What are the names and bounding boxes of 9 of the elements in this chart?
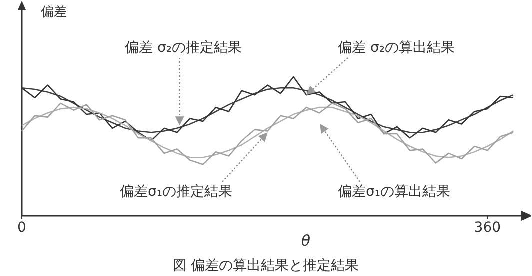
y-axis-title: 偏差: [41, 5, 67, 20]
annotation: 偏差 σ₂の推定結果: [125, 40, 242, 56]
text: 図 偏差の算出結果と推定結果: [172, 258, 360, 274]
x-axis-title: θ: [301, 232, 311, 250]
annotation: 偏差σ₁の推定結果: [120, 184, 232, 200]
x-tick-label: 360: [474, 220, 502, 236]
annotation: 偏差 σ₂の算出結果: [338, 40, 455, 56]
x-tick-label: 0: [18, 220, 26, 236]
annotation: 偏差σ₁の算出結果: [338, 184, 450, 200]
